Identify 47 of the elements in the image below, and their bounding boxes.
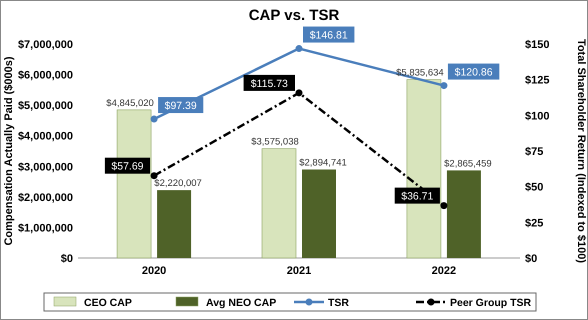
data-label: $97.39 — [164, 100, 197, 112]
bar — [446, 170, 481, 258]
y-tick-label: $1,000,000 — [18, 222, 73, 234]
y-tick-label: $6,000,000 — [18, 70, 73, 82]
point — [296, 89, 302, 96]
point — [150, 116, 158, 123]
data-label: $36.71 — [401, 190, 434, 203]
y-tick-label: $3,000,000 — [18, 161, 73, 174]
legend-label: CEO CAP — [84, 297, 132, 309]
data-label: $146.81 — [310, 30, 348, 42]
y2-axis-title: Total Shareholder Return (Indexed to $100) — [575, 38, 587, 264]
legend-label: Peer Group TSR — [450, 297, 532, 309]
y2-tick-label: $0 — [525, 253, 538, 265]
x-tick-label: 2021 — [286, 265, 312, 277]
data-label: $115.73 — [250, 78, 288, 90]
chart-title: CAP vs. TSR — [248, 7, 340, 24]
y2-tick-label: $75 — [525, 146, 544, 158]
point — [150, 172, 158, 180]
y2-tick-label: $25 — [525, 217, 544, 230]
data-label: $2,220,007 — [154, 178, 202, 190]
x-tick-label: 2020 — [142, 265, 166, 277]
point — [440, 202, 448, 210]
data-label: $120.86 — [454, 66, 493, 79]
y2-tick-label: $150 — [525, 39, 550, 51]
legend-label: Avg NEO CAP — [206, 297, 276, 309]
y2-tick-label: $50 — [525, 182, 544, 194]
data-label: $4,845,020 — [106, 98, 154, 109]
y-axis-title: Compensation Actually Paid ($000s) — [3, 56, 15, 246]
legend-label: TSR — [328, 297, 350, 309]
point — [296, 45, 302, 52]
bar — [262, 148, 296, 258]
bar — [157, 190, 192, 258]
data-label: $3,575,038 — [251, 136, 299, 148]
data-label: $5,835,634 — [396, 68, 444, 79]
x-tick-label: 2022 — [432, 265, 456, 277]
y-tick-label: $4,000,000 — [18, 130, 73, 143]
y2-tick-label: $125 — [525, 74, 550, 87]
bar — [302, 170, 336, 258]
point — [440, 82, 448, 90]
data-label: $2,865,459 — [444, 158, 492, 170]
y2-tick-label: $100 — [525, 110, 550, 122]
y-tick-label: $2,000,000 — [18, 192, 73, 204]
y-tick-label: $0 — [60, 253, 73, 265]
y-tick-label: $7,000,000 — [18, 39, 73, 51]
data-label: $2,894,741 — [299, 158, 347, 169]
y-tick-label: $5,000,000 — [18, 100, 73, 112]
data-label: $57.69 — [111, 160, 144, 173]
